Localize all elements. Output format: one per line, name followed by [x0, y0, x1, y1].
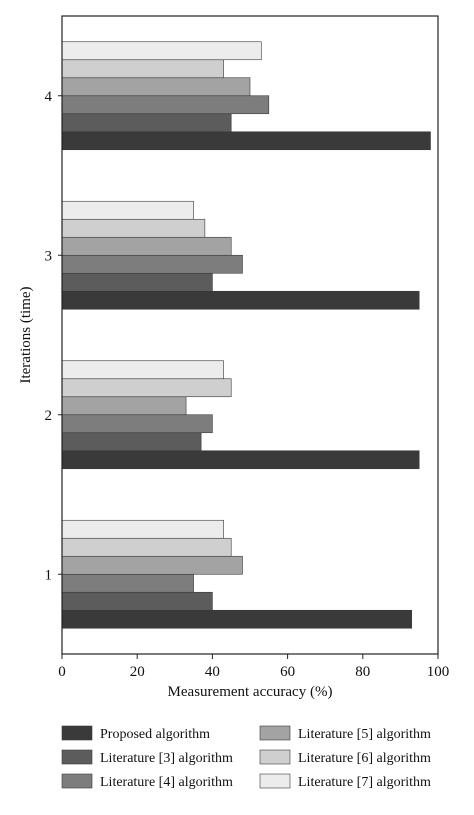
- bars-layer: [61, 41, 431, 629]
- bar-literature-4-algorithm-iter-3: [61, 254, 243, 274]
- legend-swatch: [259, 749, 291, 765]
- legend-label: Literature [7] algorithm: [298, 775, 431, 790]
- y-axis-label: Iterations (time): [18, 286, 34, 383]
- legend: Proposed algorithm Literature [3] algorit…: [61, 725, 431, 790]
- y-tick-label: 1: [45, 567, 53, 583]
- legend-swatch: [61, 773, 93, 789]
- bar-proposed-algorithm-iter-3: [61, 290, 420, 310]
- legend-item: Literature [7] algorithm: [259, 773, 431, 790]
- bar-literature-7-algorithm-iter-1: [61, 519, 224, 539]
- bar-proposed-algorithm-iter-2: [61, 450, 420, 470]
- plot-frame: [61, 15, 439, 655]
- bar-literature-4-algorithm-iter-2: [61, 414, 213, 434]
- legend-label: Literature [4] algorithm: [100, 775, 233, 790]
- y-tick-label: 3: [45, 248, 53, 264]
- y-tick-label: 4: [45, 89, 53, 105]
- bar-literature-3-algorithm-iter-3: [61, 272, 213, 292]
- bar-literature-4-algorithm-iter-4: [61, 95, 270, 115]
- x-axis-label: Measurement accuracy (%): [168, 684, 333, 700]
- bar-literature-7-algorithm-iter-2: [61, 360, 224, 380]
- bar-literature-4-algorithm-iter-1: [61, 573, 194, 593]
- legend-swatch: [259, 773, 291, 789]
- bar-literature-3-algorithm-iter-1: [61, 591, 213, 611]
- legend-label: Literature [5] algorithm: [298, 727, 431, 742]
- bar-literature-6-algorithm-iter-4: [61, 59, 224, 79]
- bar-literature-5-algorithm-iter-4: [61, 77, 251, 97]
- x-tick-label: 60: [280, 664, 295, 680]
- legend-label: Literature [3] algorithm: [100, 751, 233, 766]
- bar-proposed-algorithm-iter-1: [61, 609, 412, 629]
- bar-literature-7-algorithm-iter-4: [61, 41, 262, 61]
- x-tick-label: 0: [58, 664, 66, 680]
- legend-item: Literature [4] algorithm: [61, 773, 233, 790]
- legend-item: Literature [5] algorithm: [259, 725, 431, 742]
- legend-swatch: [259, 725, 291, 741]
- x-tick-label: 80: [355, 664, 370, 680]
- bar-literature-6-algorithm-iter-1: [61, 537, 232, 557]
- legend-label: Literature [6] algorithm: [298, 751, 431, 766]
- bar-proposed-algorithm-iter-4: [61, 131, 431, 151]
- legend-item: Literature [3] algorithm: [61, 749, 233, 766]
- bar-literature-6-algorithm-iter-3: [61, 218, 206, 238]
- bar-literature-5-algorithm-iter-1: [61, 555, 243, 575]
- x-tick-label: 40: [205, 664, 220, 680]
- bar-literature-5-algorithm-iter-3: [61, 236, 232, 256]
- legend-item: Proposed algorithm: [61, 725, 210, 742]
- bar-literature-3-algorithm-iter-4: [61, 113, 232, 133]
- x-tick-label: 100: [427, 664, 450, 680]
- legend-swatch: [61, 725, 93, 741]
- legend-swatch: [61, 749, 93, 765]
- bar-literature-5-algorithm-iter-2: [61, 396, 187, 416]
- bar-literature-6-algorithm-iter-2: [61, 378, 232, 398]
- legend-label: Proposed algorithm: [100, 727, 210, 742]
- bar-literature-7-algorithm-iter-3: [61, 200, 194, 220]
- bar-literature-3-algorithm-iter-2: [61, 432, 202, 452]
- y-tick-label: 2: [45, 408, 53, 424]
- x-tick-label: 20: [130, 664, 145, 680]
- legend-item: Literature [6] algorithm: [259, 749, 431, 766]
